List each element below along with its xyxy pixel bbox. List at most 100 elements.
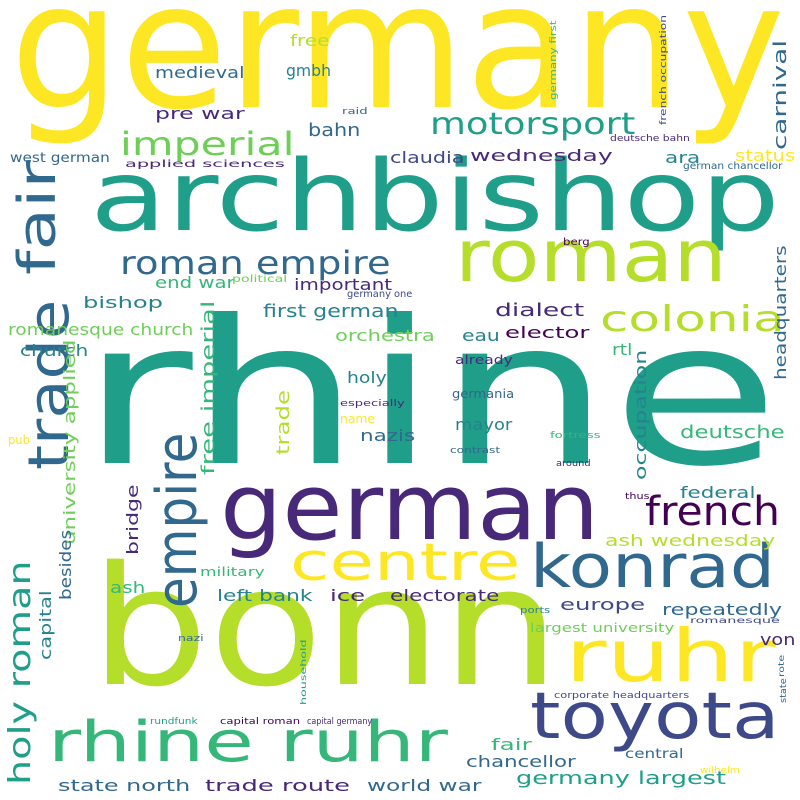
word-world-war: world war: [367, 776, 482, 795]
word-french: french: [645, 489, 780, 535]
word-church: church: [20, 341, 89, 360]
word-trade-route: trade route: [205, 776, 351, 795]
word-occupation: occupation: [631, 349, 650, 480]
word-germany-largest: germany largest: [516, 768, 726, 789]
word-wednesday: wednesday: [470, 146, 613, 165]
word-rote: rote: [777, 654, 786, 677]
word-state: state: [779, 678, 789, 703]
word-ash: ash: [110, 578, 146, 597]
word-nazi: nazi: [178, 634, 204, 644]
word-holy-roman: holy roman: [3, 560, 38, 785]
word-raid: raid: [342, 107, 368, 117]
word-elector: elector: [505, 323, 590, 342]
word-deutsche: deutsche: [680, 422, 785, 443]
word-bonn: bonn: [90, 531, 561, 723]
word-holy: holy: [347, 368, 387, 387]
word-ports: ports: [520, 606, 551, 616]
word-motorsport: motorsport: [430, 107, 636, 142]
word-applied-sciences: applied sciences: [125, 159, 285, 170]
word-repeatedly: repeatedly: [662, 600, 783, 619]
word-chancellor: chancellor: [466, 752, 576, 771]
word-bishop: bishop: [83, 293, 164, 312]
word-german: german: [220, 454, 600, 561]
word-first-german: first german: [263, 301, 399, 322]
word-colonia: colonia: [600, 299, 785, 340]
word-ice: ice: [330, 586, 366, 605]
word-name: name: [340, 412, 376, 426]
word-largest-university: largest university: [530, 621, 675, 635]
word-wilhelm: wilhelm: [700, 766, 740, 776]
word-centre: centre: [290, 533, 521, 593]
word-romanesque-church: romanesque church: [8, 320, 194, 339]
word-claudia: claudia: [390, 148, 465, 167]
word-dialect: dialect: [495, 300, 585, 321]
word-rhine-ruhr: rhine ruhr: [48, 710, 448, 775]
word-imperial: imperial: [120, 125, 295, 163]
word-federal: federal: [680, 483, 756, 502]
word-status: status: [735, 146, 796, 165]
word-important: important: [294, 275, 393, 294]
word-state-north: state north: [58, 776, 191, 795]
word-fortress: fortress: [550, 431, 601, 441]
word-free-imperial: free imperial: [198, 300, 219, 475]
word-german-chancellor: german chancellor: [683, 161, 783, 172]
word-germany-one: germany one: [347, 289, 413, 300]
word-capital-roman: capital roman: [220, 717, 301, 727]
word-europe: europe: [560, 595, 646, 614]
word-nazis: nazis: [360, 426, 416, 445]
word-thus: thus: [625, 492, 650, 502]
word-political: political: [232, 274, 288, 285]
word-orchestra: orchestra: [335, 326, 435, 345]
word-ara: ara: [665, 148, 701, 167]
word-electorate: electorate: [390, 586, 500, 605]
word-eau: eau: [462, 326, 500, 345]
word-end-war: end war: [155, 273, 235, 292]
word-pub: pub: [8, 433, 30, 447]
word-left-bank: left bank: [217, 586, 313, 605]
word-fair: fair: [491, 735, 532, 754]
word-headquarters: headquarters: [771, 245, 790, 380]
word-romanesque: romanesque: [690, 616, 780, 625]
word-deutsche-bahn: deutsche bahn: [610, 134, 690, 144]
word-medieval: medieval: [155, 63, 245, 82]
word-gmbh: gmbh: [286, 61, 332, 80]
word-germania: germania: [452, 387, 515, 401]
word-germany-first: germany first: [549, 20, 559, 101]
word-especially: especially: [340, 399, 405, 409]
word-mayor: mayor: [455, 415, 513, 434]
word-berg: berg: [563, 237, 590, 248]
word-household: household: [299, 639, 308, 705]
word-besides: besides: [56, 529, 75, 600]
word-pre-war: pre war: [155, 104, 245, 123]
word-carnival: carnival: [770, 39, 791, 150]
word-archbishop: archbishop: [90, 140, 780, 254]
word-central: central: [625, 747, 684, 762]
word-west-german: west german: [10, 151, 110, 166]
word-corporate-headquarters: corporate headquarters: [554, 691, 690, 701]
word-trade: trade: [273, 390, 294, 455]
word-germany: germany: [10, 0, 786, 149]
word-fair: fair: [8, 160, 68, 275]
word-capital-germany: capital germany: [307, 717, 373, 727]
word-already: already: [455, 353, 513, 367]
word-bahn: bahn: [308, 120, 361, 141]
word-von: von: [760, 630, 796, 649]
word-roman: roman: [455, 214, 727, 298]
word-rtl: rtl: [612, 340, 633, 359]
word-toyota: toyota: [530, 680, 780, 754]
word-konrad: konrad: [530, 532, 775, 602]
word-capital: capital: [36, 590, 55, 660]
word-rundfunk: rundfunk: [150, 717, 198, 727]
word-roman-empire: roman empire: [120, 244, 391, 282]
word-free: free: [290, 31, 330, 50]
word-contrast: contrast: [450, 446, 501, 456]
word-bridge: bridge: [123, 484, 142, 555]
word-military: military: [200, 565, 265, 579]
word-ash-wednesday: ash wednesday: [605, 531, 776, 550]
word-around: around: [556, 459, 591, 469]
word-ruhr: ruhr: [565, 614, 776, 698]
word-french-occupation: french occupation: [659, 15, 669, 125]
word-university-applied: university applied: [60, 339, 79, 545]
word-rhine: rhine: [80, 278, 780, 511]
